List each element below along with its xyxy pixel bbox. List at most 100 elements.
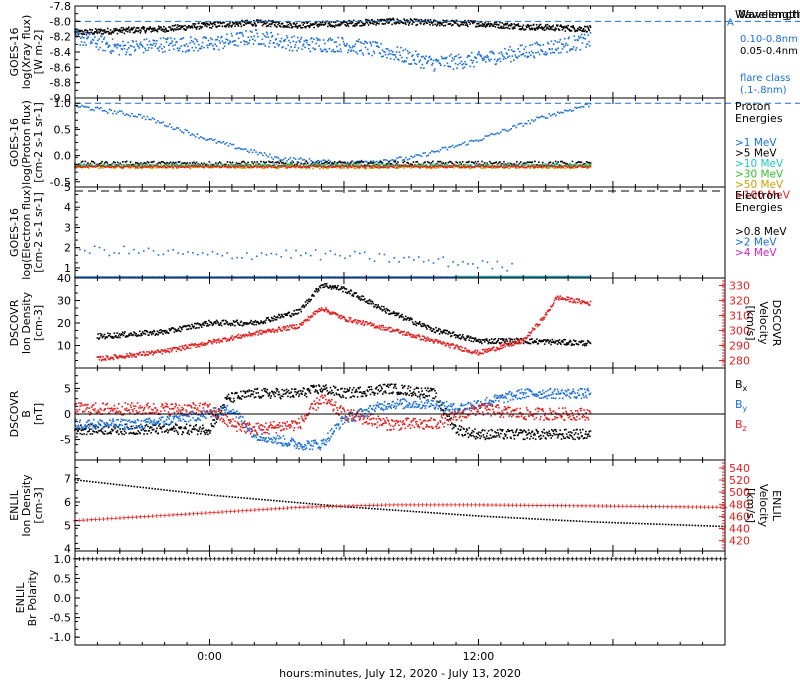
- data-point: [467, 143, 469, 146]
- data-point: [473, 166, 476, 168]
- data-point: [250, 20, 252, 23]
- data-point: [263, 34, 266, 37]
- data-point: [416, 160, 419, 163]
- data-point: [308, 164, 311, 166]
- data-point: [339, 160, 341, 163]
- data-point: [549, 48, 551, 51]
- data-point: [251, 166, 253, 168]
- data-point: [419, 166, 421, 169]
- data-point: [504, 47, 506, 50]
- data-point: [236, 147, 238, 150]
- data-point: [102, 38, 105, 41]
- data-point: [295, 41, 298, 43]
- data-point: [486, 338, 488, 340]
- data-point: [113, 110, 116, 113]
- data-point: [448, 276, 450, 278]
- y-tick-label: -7.8: [50, 0, 71, 13]
- data-point: [484, 61, 487, 63]
- data-point: [411, 54, 414, 56]
- data-point: [344, 276, 347, 278]
- data-point: [488, 339, 491, 341]
- data-point: [541, 50, 544, 53]
- data-point: [262, 165, 265, 168]
- data-point: [435, 162, 438, 165]
- y-axis-label: GOES-16log(Electron flux)[cm-2 s-1 sr-1]: [8, 185, 45, 279]
- data-point: [358, 276, 361, 278]
- data-point: [434, 167, 437, 170]
- data-point: [483, 162, 486, 164]
- data-point: [432, 160, 434, 163]
- data-point: [427, 325, 430, 327]
- data-point: [265, 164, 268, 166]
- data-point: [381, 23, 384, 25]
- data-point: [586, 30, 588, 33]
- data-point: [383, 18, 386, 21]
- data-point: [202, 22, 204, 24]
- data-point: [425, 276, 428, 278]
- data-point: [108, 254, 111, 257]
- data-point: [280, 25, 282, 28]
- data-point: [371, 166, 373, 168]
- data-point: [312, 160, 314, 163]
- data-point: [136, 30, 138, 32]
- data-point: [437, 329, 439, 332]
- data-point: [196, 322, 199, 324]
- data-point: [146, 43, 149, 46]
- data-point: [586, 167, 588, 170]
- data-point: [431, 164, 433, 167]
- data-point: [186, 324, 189, 327]
- data-point: [172, 163, 175, 166]
- data-point: [550, 114, 552, 117]
- data-point: [439, 163, 442, 166]
- data-point: [262, 33, 264, 35]
- data-point: [510, 60, 512, 63]
- data-point: [238, 165, 240, 167]
- data-point: [500, 338, 502, 340]
- data-point: [448, 65, 450, 68]
- data-point: [350, 160, 353, 163]
- data-point: [128, 26, 130, 28]
- legend-title: Wavelength: [735, 8, 800, 21]
- data-point: [79, 165, 81, 168]
- data-point: [206, 322, 209, 325]
- data-point: [76, 165, 79, 167]
- data-point: [241, 257, 243, 259]
- data-point: [491, 267, 494, 270]
- data-point: [284, 162, 287, 164]
- data-point: [528, 342, 530, 344]
- data-point: [504, 163, 507, 165]
- data-point: [582, 27, 585, 30]
- data-point: [539, 27, 541, 29]
- data-point: [525, 163, 528, 165]
- data-point: [155, 276, 157, 278]
- data-point: [291, 165, 293, 168]
- data-point: [157, 28, 159, 30]
- data-point: [467, 19, 470, 22]
- data-point: [170, 164, 173, 166]
- data-point: [327, 276, 330, 278]
- data-point: [535, 340, 537, 343]
- data-point: [575, 47, 578, 49]
- data-point: [212, 323, 214, 326]
- data-point: [91, 29, 94, 31]
- data-point: [195, 39, 198, 41]
- data-point: [236, 276, 238, 278]
- data-point: [227, 145, 230, 147]
- data-point: [203, 137, 206, 140]
- data-point: [275, 161, 278, 164]
- data-point: [424, 324, 427, 327]
- data-point: [295, 309, 298, 311]
- data-point: [465, 164, 468, 167]
- data-point: [284, 157, 287, 159]
- data-point: [569, 49, 571, 52]
- data-point: [528, 161, 531, 164]
- y-tick-label: 1: [64, 262, 71, 275]
- data-point: [549, 26, 552, 28]
- data-point: [388, 21, 391, 24]
- data-point: [408, 319, 411, 322]
- data-point: [513, 23, 516, 25]
- data-point: [318, 285, 321, 288]
- data-point: [427, 154, 430, 157]
- data-point: [535, 27, 537, 30]
- data-point: [239, 276, 242, 278]
